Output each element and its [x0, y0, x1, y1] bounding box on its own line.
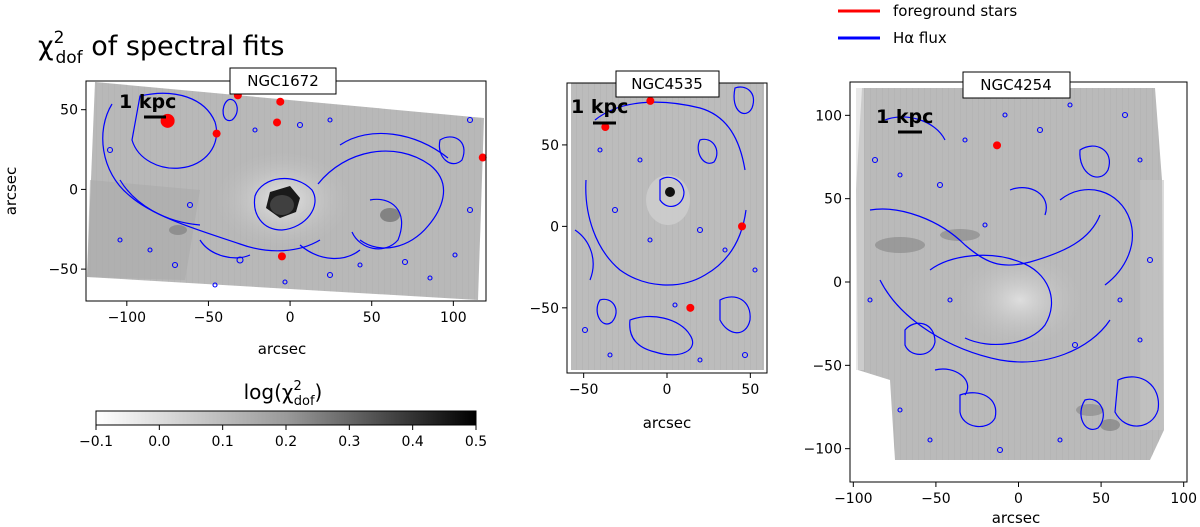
panel-ngc4254: 1 kpc NGC4254 −100 −50 0 50 100100500−50−100…: [804, 71, 1198, 527]
ytick-label: 0: [69, 182, 78, 198]
foreground-star-marker: [738, 222, 746, 231]
xtick-label: 50: [363, 310, 381, 326]
ytick-label: −50: [48, 262, 78, 278]
halpha-blobs-ngc4254: [867, 102, 1154, 454]
scale-label-ngc1672: 1 kpc: [119, 91, 176, 113]
ticks-ngc4254: −100 −50 0 50 100 100 50 0 −50 −100: [804, 108, 1198, 507]
xtick-label: 0: [286, 310, 295, 326]
foreground-star-marker: [277, 252, 286, 261]
colorbar-tick-label: 0.5: [465, 434, 487, 450]
galaxy-label-box-ngc1672: [229, 67, 337, 95]
ytick-label: −50: [812, 358, 842, 374]
foreground-stars-ngc4254: [993, 141, 1002, 150]
figure-title: χ2 dof of spectral fits: [38, 28, 284, 68]
galaxy-label-box-ngc4254: [962, 71, 1071, 99]
xtick-label: −50: [194, 310, 224, 326]
foreground-star-marker: [273, 118, 282, 127]
xtick-label: 0: [663, 382, 672, 398]
ytick-label: −50: [529, 301, 559, 317]
ytick-label: 100: [815, 108, 842, 124]
xtick-label: −50: [569, 382, 599, 398]
scale-bar-ngc4254: 1 kpc: [876, 106, 933, 134]
scale-bar-ngc4535: 1 kpc: [571, 96, 628, 125]
xtick-label: 50: [1092, 491, 1110, 507]
halpha-blobs-ngc4535: [581, 147, 758, 363]
scale-bar-ngc1672: 1 kpc: [119, 91, 176, 119]
colorbar-tick-label: 0.2: [275, 434, 297, 450]
map-ngc4535: [571, 83, 764, 370]
legend-label-halpha-flux: Hα flux: [893, 29, 947, 47]
colorbar: log(χ2 dof) −0.1 0.0 0.1 0.2 0.3 0.4 0.5: [79, 379, 487, 450]
ticks-ngc4535: −50 0 50 50 0 −50: [529, 138, 759, 398]
xlabel-ngc1672: arcsec: [258, 340, 307, 358]
ytick-label: 0: [833, 275, 842, 291]
foreground-stars-ngc4535: [601, 96, 746, 312]
halpha-blobs-ngc1672: [106, 116, 474, 288]
colorbar-gradient: [95, 410, 477, 426]
ytick-label: −100: [804, 442, 842, 458]
xtick-label: 100: [440, 310, 467, 326]
scale-label-ngc4535: 1 kpc: [571, 96, 628, 118]
xlabel-ngc4254: arcsec: [992, 509, 1041, 527]
xlabel-ngc4535: arcsec: [643, 414, 692, 432]
panel-ngc4535: 1 kpc NGC4535 −50 0 50 50 0 −50 arcsec: [529, 70, 768, 432]
ytick-label: 50: [60, 103, 78, 119]
ticks-ngc1672: −100 −50 0 50 100 50 0 −50: [48, 103, 466, 326]
foreground-star-marker: [646, 96, 655, 105]
panel-ngc1672: 1 kpc NGC1672 −100 −50 0 50 100 50 0 −50 arcsec…: [2, 67, 487, 358]
colorbar-label: log(χ2 dof): [244, 379, 323, 409]
colorbar-tick-label: 0.3: [338, 434, 360, 450]
colorbar-tick-label: 0.4: [402, 434, 424, 450]
ytick-label: 50: [541, 138, 559, 154]
galaxy-label-ngc4254: NGC4254: [980, 76, 1052, 94]
colorbar-ticks: −0.1 0.0 0.1 0.2 0.3 0.4 0.5: [79, 425, 487, 450]
xtick-label: −100: [834, 491, 872, 507]
ytick-label: 0: [550, 219, 559, 235]
foreground-star-marker: [993, 141, 1002, 150]
legend-label-foreground-stars: foreground stars: [893, 2, 1017, 20]
scale-label-ngc4254: 1 kpc: [876, 106, 933, 128]
ylabel-ngc1672: arcsec: [2, 167, 20, 216]
xtick-label: 50: [741, 382, 759, 398]
colorbar-tick-label: 0.0: [148, 434, 170, 450]
galaxy-label-ngc1672: NGC1672: [247, 72, 319, 90]
galaxy-label-ngc4535: NGC4535: [631, 75, 703, 93]
xtick-label: −50: [921, 491, 951, 507]
galaxy-label-box-ngc4535: [615, 70, 720, 98]
halpha-contours-ngc1672: [102, 92, 465, 260]
xtick-label: 0: [1014, 491, 1023, 507]
legend: foreground stars Hα flux: [838, 2, 1017, 47]
foreground-star-marker: [478, 153, 487, 162]
foreground-star-marker: [601, 122, 610, 131]
colorbar-tick-label: 0.1: [212, 434, 234, 450]
ytick-label: 50: [824, 192, 842, 208]
foreground-star-marker: [212, 129, 221, 138]
colorbar-tick-label: −0.1: [79, 434, 113, 450]
halpha-contours-ngc4254: [869, 116, 1160, 431]
halpha-contours-ngc4535: [574, 86, 755, 356]
foreground-star-marker: [276, 97, 285, 106]
foreground-star-marker: [686, 303, 695, 312]
xtick-label: 100: [1170, 491, 1197, 507]
map-ngc1672: [87, 82, 484, 300]
xtick-label: −100: [108, 310, 146, 326]
map-ngc4254: [856, 88, 1164, 460]
